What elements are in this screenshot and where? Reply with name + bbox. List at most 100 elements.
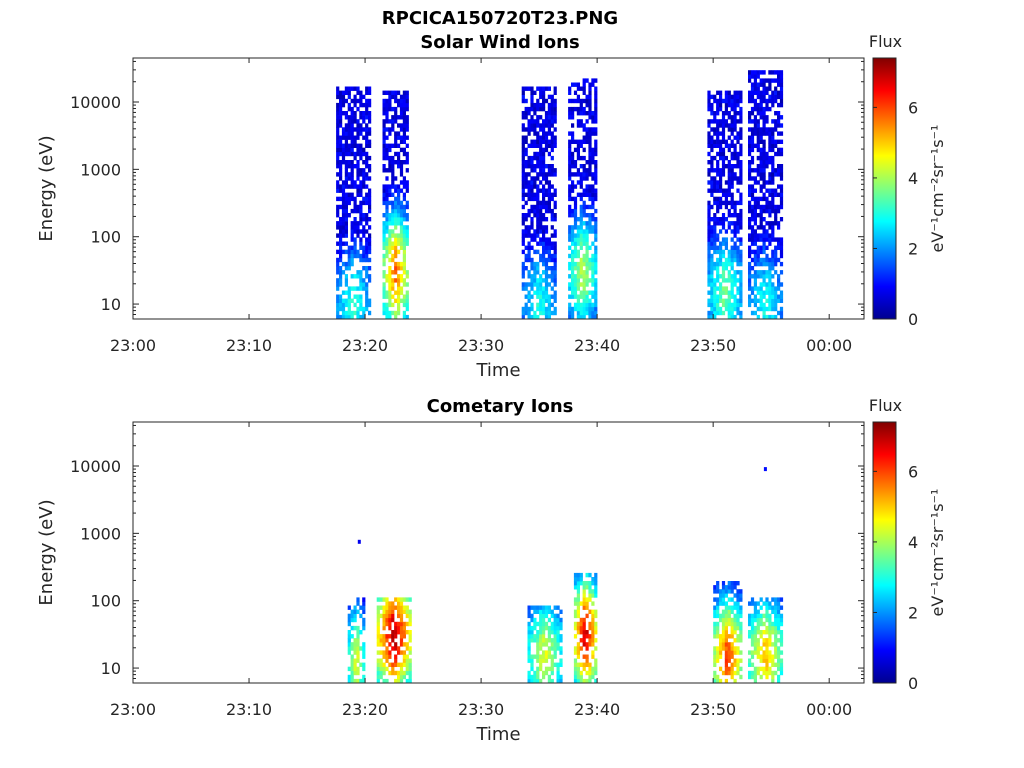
spectrogram-cell (739, 634, 743, 639)
spectrogram-cell (550, 662, 554, 667)
spectrogram-cell (748, 634, 752, 639)
spectrogram-cell (339, 184, 343, 189)
spectrogram-cell (724, 261, 728, 267)
spectrogram-cell (579, 257, 583, 263)
spectrogram-cell (585, 127, 589, 132)
spectrogram-cell (576, 192, 580, 197)
spectrogram-cell (539, 221, 543, 226)
spectrogram-cell (547, 666, 551, 672)
spectrogram-cell (550, 147, 554, 153)
spectrogram-cell (524, 139, 528, 144)
spectrogram-cell (765, 597, 769, 602)
spectrogram-cell (756, 94, 760, 100)
spectrogram-cell (774, 302, 778, 308)
spectrogram-cell (730, 155, 734, 161)
spectrogram-cell (721, 188, 726, 193)
spectrogram-cell (727, 278, 731, 283)
spectrogram-cell (539, 94, 543, 100)
spectrogram-cell (382, 164, 386, 169)
spectrogram-cell (402, 282, 406, 287)
spectrogram-cell (385, 274, 389, 279)
spectrogram-cell (588, 151, 592, 157)
spectrogram-cell (768, 86, 772, 91)
spectrogram-cell (591, 225, 595, 230)
spectrogram-cell (765, 180, 769, 185)
spectrogram-cell (710, 294, 714, 299)
spectrogram-cell (779, 172, 784, 177)
spectrogram-cell (716, 613, 720, 619)
spectrogram-cell (721, 241, 726, 246)
spectrogram-cell (748, 221, 752, 226)
spectrogram-cell (716, 298, 720, 303)
spectrogram-cell (539, 102, 543, 108)
spectrogram-cell (579, 662, 583, 667)
spectrogram-cell (339, 168, 343, 173)
spectrogram-cell (777, 310, 781, 316)
spectrogram-cell (385, 621, 389, 627)
spectrogram-cell (573, 278, 578, 283)
spectrogram-cell (539, 646, 543, 651)
spectrogram-cell (591, 310, 595, 316)
spectrogram-cell (365, 286, 369, 291)
spectrogram-cell (733, 605, 737, 610)
spectrogram-cell (350, 666, 354, 672)
spectrogram-cell (582, 139, 586, 144)
spectrogram-cell (388, 290, 392, 295)
spectrogram-cell (582, 208, 586, 214)
spectrogram-cell (382, 143, 386, 148)
spectrogram-cell (759, 290, 763, 295)
spectrogram-cell (719, 249, 723, 255)
spectrogram-cell (356, 310, 360, 316)
spectrogram-cell (594, 278, 598, 283)
spectrogram-cell (350, 98, 354, 104)
spectrogram-cell (353, 164, 357, 169)
spectrogram-cell (553, 127, 557, 132)
spectrogram-cell (576, 278, 580, 283)
spectrogram-cell (362, 650, 366, 655)
spectrogram-cell (591, 625, 595, 631)
spectrogram-cell (399, 225, 404, 230)
spectrogram-cell (716, 217, 720, 222)
spectrogram-cell (524, 111, 528, 116)
spectrogram-cell (582, 123, 586, 128)
spectrogram-cell (359, 278, 363, 283)
spectrogram-cell (362, 102, 366, 108)
spectrogram-cell (547, 106, 551, 112)
spectrogram-cell (594, 630, 598, 635)
spectrogram-cell (779, 115, 784, 120)
spectrogram-cell (339, 229, 343, 234)
spectrogram-cell (376, 642, 380, 647)
spectrogram-cell (527, 143, 531, 148)
spectrogram-cell (719, 188, 723, 193)
spectrogram-cell (730, 184, 734, 189)
spectrogram-cell (727, 160, 731, 165)
spectrogram-cell (399, 278, 404, 283)
spectrogram-cell (382, 261, 386, 267)
spectrogram-cell (550, 678, 554, 684)
spectrogram-cell (542, 302, 546, 308)
spectrogram-cell (533, 310, 537, 316)
spectrogram-cell (399, 609, 404, 614)
spectrogram-cell (713, 678, 717, 684)
spectrogram-cell (582, 172, 586, 177)
spectrogram-cell (524, 294, 528, 299)
spectrogram-cell (536, 213, 540, 218)
spectrogram-cell (394, 658, 398, 663)
spectrogram-cell (385, 143, 389, 148)
spectrogram-cell (585, 245, 589, 250)
spectrogram-cell (571, 274, 575, 279)
spectrogram-cell (399, 642, 404, 647)
spectrogram-cell (408, 638, 412, 643)
spectrogram-cell (591, 261, 595, 267)
spectrogram-cell (356, 172, 360, 177)
spectrogram-cell (336, 127, 340, 132)
spectrogram-cell (594, 115, 598, 120)
spectrogram-cell (739, 127, 743, 132)
spectrogram-cell (568, 310, 572, 316)
spectrogram-cell (394, 115, 398, 120)
spectrogram-cell (768, 176, 772, 181)
spectrogram-cell (524, 192, 528, 197)
spectrogram-cell (756, 155, 760, 161)
spectrogram-cell (750, 213, 755, 218)
spectrogram-cell (579, 164, 583, 169)
